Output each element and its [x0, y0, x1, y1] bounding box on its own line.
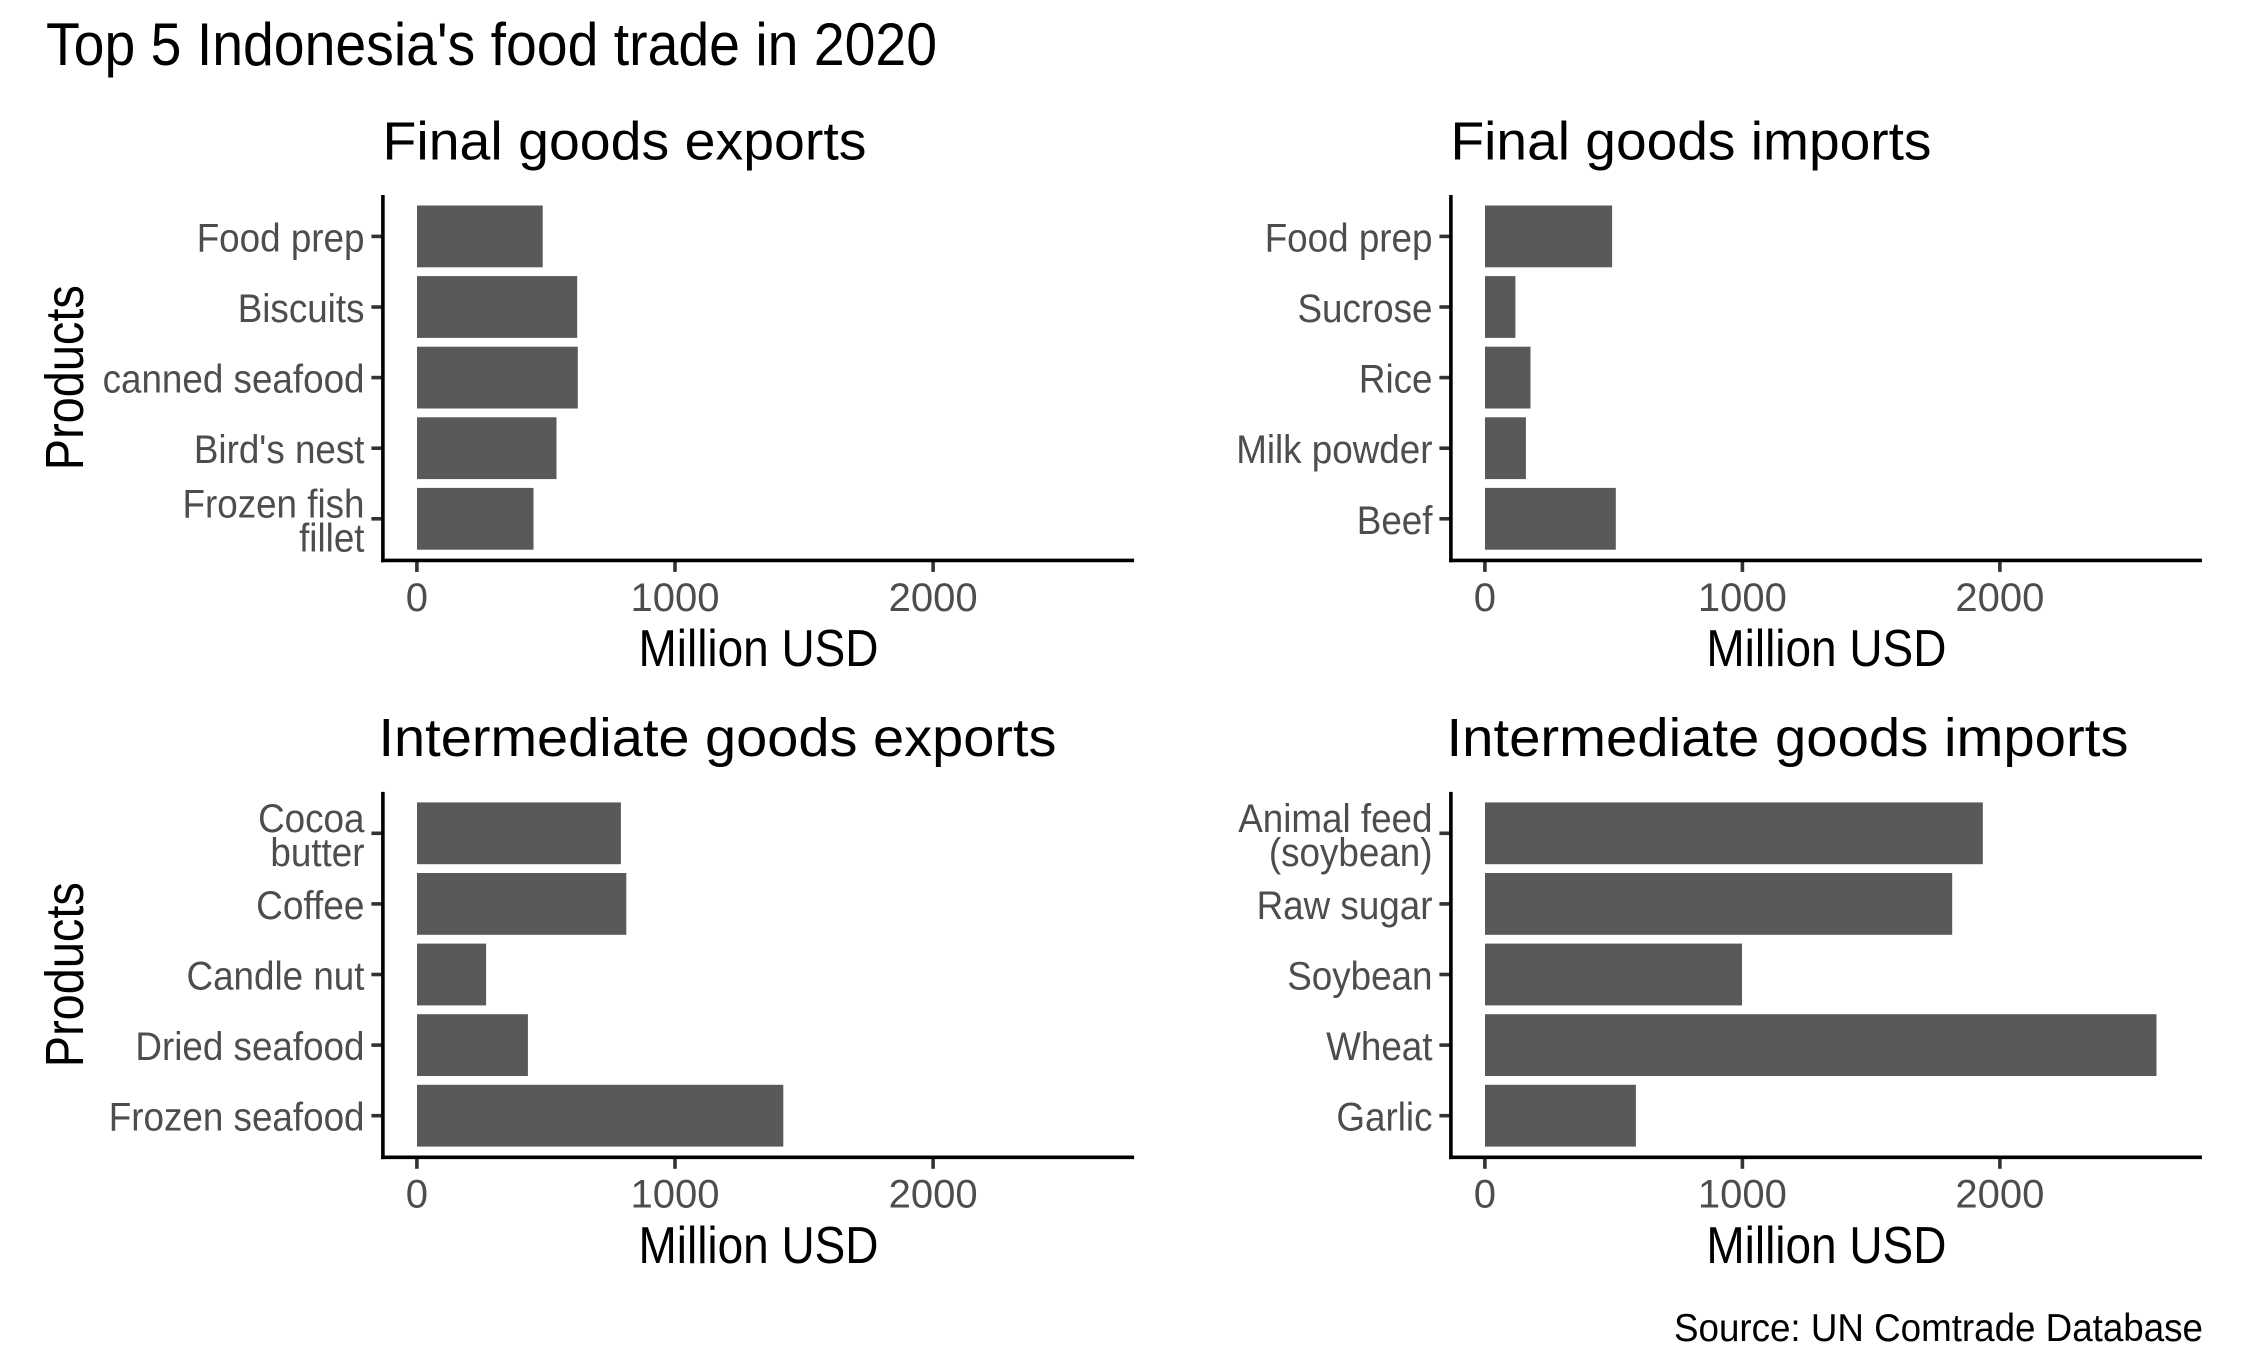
svg-text:Dried seafood: Dried seafood	[135, 1025, 364, 1069]
svg-text:fillet: fillet	[299, 516, 364, 560]
svg-text:Candle nut: Candle nut	[187, 955, 365, 999]
svg-text:(soybean): (soybean)	[1269, 831, 1433, 875]
svg-text:Products: Products	[35, 882, 95, 1067]
svg-text:Million USD: Million USD	[1706, 620, 1946, 678]
svg-text:Biscuits: Biscuits	[238, 287, 365, 331]
svg-text:0: 0	[1474, 1173, 1496, 1217]
svg-text:1000: 1000	[1698, 1173, 1787, 1217]
svg-text:Wheat: Wheat	[1326, 1025, 1432, 1069]
svg-text:1000: 1000	[631, 576, 720, 620]
svg-text:2000: 2000	[1955, 1173, 2044, 1217]
svg-text:2000: 2000	[1955, 576, 2044, 620]
svg-text:Beef: Beef	[1357, 499, 1434, 543]
svg-text:Frozen seafood: Frozen seafood	[109, 1096, 365, 1140]
svg-text:Sucrose: Sucrose	[1298, 287, 1433, 331]
svg-text:Raw sugar: Raw sugar	[1257, 884, 1433, 928]
svg-text:Rice: Rice	[1359, 358, 1433, 402]
svg-text:Food prep: Food prep	[1265, 216, 1433, 260]
svg-text:Animal feed: Animal feed	[1238, 797, 1432, 841]
svg-text:Coffee: Coffee	[256, 884, 364, 928]
svg-text:Milk powder: Milk powder	[1236, 428, 1432, 472]
svg-text:canned seafood: canned seafood	[103, 358, 365, 402]
svg-text:1000: 1000	[1698, 576, 1787, 620]
svg-text:2000: 2000	[889, 1173, 978, 1217]
svg-text:Intermediate goods imports: Intermediate goods imports	[1447, 708, 2129, 768]
svg-text:Intermediate goods exports: Intermediate goods exports	[379, 708, 1057, 768]
svg-text:Million USD: Million USD	[639, 1217, 879, 1275]
svg-text:Million USD: Million USD	[639, 620, 879, 678]
svg-text:butter: butter	[270, 831, 364, 875]
svg-text:Garlic: Garlic	[1336, 1096, 1432, 1140]
svg-text:1000: 1000	[631, 1173, 720, 1217]
svg-text:Food prep: Food prep	[197, 216, 365, 260]
svg-text:Soybean: Soybean	[1287, 955, 1432, 999]
svg-text:2000: 2000	[889, 576, 978, 620]
svg-text:Cocoa: Cocoa	[258, 797, 365, 841]
svg-text:Source: UN Comtrade Database: Source: UN Comtrade Database	[1674, 1307, 2203, 1350]
svg-text:Top 5 Indonesia's food trade i: Top 5 Indonesia's food trade in 2020	[46, 11, 937, 78]
svg-text:0: 0	[406, 1173, 428, 1217]
svg-text:Bird's nest: Bird's nest	[194, 428, 365, 472]
svg-text:0: 0	[406, 576, 428, 620]
svg-text:Final goods exports: Final goods exports	[383, 112, 867, 172]
svg-text:0: 0	[1474, 576, 1496, 620]
svg-text:Final goods imports: Final goods imports	[1451, 112, 1932, 172]
svg-text:Products: Products	[35, 285, 95, 470]
svg-text:Frozen fish: Frozen fish	[183, 482, 365, 526]
svg-text:Million USD: Million USD	[1706, 1217, 1946, 1275]
